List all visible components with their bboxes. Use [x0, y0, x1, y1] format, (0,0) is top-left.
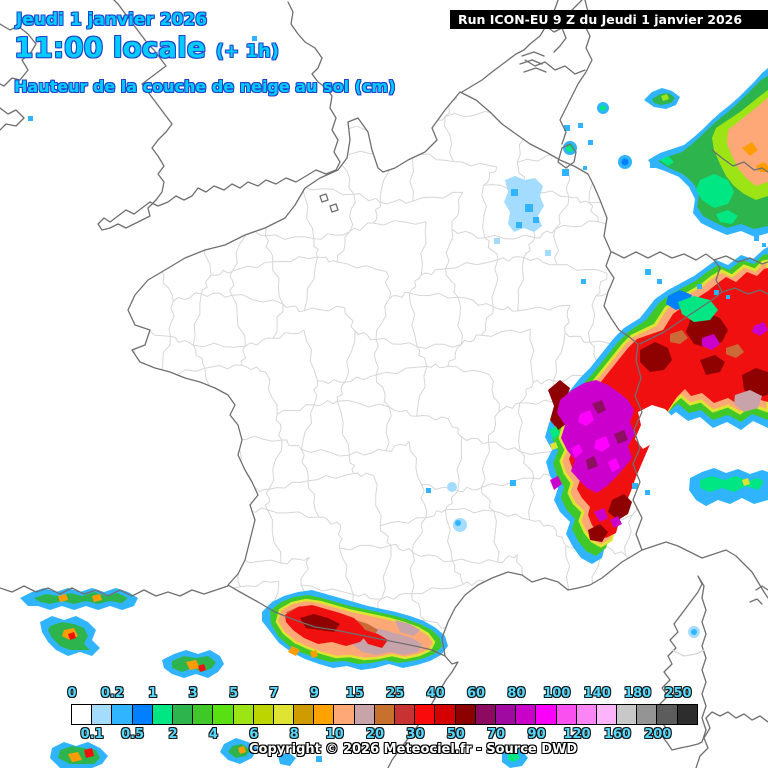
legend-tick-label: 2: [168, 727, 178, 742]
utc-offset-label: (+ 1h): [215, 41, 279, 62]
legend-cell: [152, 705, 172, 724]
legend-tick-label: 30: [406, 727, 425, 742]
legend-tick-label: 5: [229, 686, 239, 701]
legend-cell: [132, 705, 152, 724]
legend-tick-label: 6: [249, 727, 259, 742]
legend-cell: [253, 705, 273, 724]
legend-cell: [435, 705, 455, 724]
legend-tick-label: 0.5: [121, 727, 145, 742]
legend-tick-label: 25: [386, 686, 405, 701]
legend-tick-label: 90: [527, 727, 546, 742]
legend-cell: [556, 705, 576, 724]
legend-tick-label: 50: [446, 727, 465, 742]
legend-cell: [72, 705, 92, 724]
legend-cell: [112, 705, 132, 724]
legend-cell: [475, 705, 495, 724]
legend-tick-label: 10: [325, 727, 344, 742]
legend-tick-label: 0.2: [100, 686, 124, 701]
legend-tick-label: 9: [309, 686, 319, 701]
legend-tick-label: 100: [543, 686, 571, 701]
legend-cell: [374, 705, 394, 724]
legend-cell: [193, 705, 213, 724]
legend-cell: [617, 705, 637, 724]
copyright-notice: Copyright © 2026 Meteociel.fr - Source D…: [249, 742, 578, 757]
legend-cell: [273, 705, 294, 724]
parameter-title: Hauteur de la couche de neige au sol (cm…: [14, 77, 396, 96]
po-valley-gap: [635, 405, 675, 449]
legend-cell: [172, 705, 193, 724]
legend-tick-label: 15: [345, 686, 364, 701]
legend-cell: [213, 705, 233, 724]
legend-cell: [536, 705, 556, 724]
forecast-time: 11:00 locale (+ 1h): [14, 31, 279, 64]
legend-cell: [677, 705, 697, 724]
legend-cell: [92, 705, 112, 724]
legend-tick-label: 250: [664, 686, 692, 701]
snow-depth-color-scale: [71, 704, 698, 725]
model-run-info: Run ICON-EU 9 Z du Jeudi 1 janvier 2026: [450, 10, 768, 29]
legend-cell: [415, 705, 435, 724]
legend-tick-label: 3: [188, 686, 198, 701]
legend-tick-label: 1: [148, 686, 158, 701]
legend-cell: [637, 705, 657, 724]
forecast-date: Jeudi 1 janvier 2026: [16, 10, 208, 30]
legend-tick-label: 8: [289, 727, 299, 742]
legend-tick-label: 4: [208, 727, 218, 742]
legend-tick-label: 200: [644, 727, 672, 742]
legend-tick-label: 40: [426, 686, 445, 701]
legend-tick-label: 160: [603, 727, 631, 742]
legend-tick-label: 80: [507, 686, 526, 701]
local-time-label: 11:00 locale: [14, 31, 206, 64]
legend-tick-label: 180: [624, 686, 652, 701]
department-borders-layer: [128, 92, 642, 656]
legend-cell: [455, 705, 475, 724]
legend-cell: [576, 705, 596, 724]
legend-cell: [354, 705, 374, 724]
legend-cell: [657, 705, 677, 724]
legend-tick-label: 140: [583, 686, 611, 701]
legend-cell: [516, 705, 536, 724]
legend-tick-label: 0.1: [80, 727, 104, 742]
legend-cell: [314, 705, 334, 724]
legend-tick-label: 20: [365, 727, 385, 742]
legend-cell: [495, 705, 516, 724]
snow-cover-layer: [20, 36, 768, 768]
legend-tick-label: 120: [563, 727, 591, 742]
legend-cell: [596, 705, 617, 724]
legend-tick-label: 60: [466, 686, 486, 701]
legend-cell: [294, 705, 314, 724]
legend-tick-label: 7: [269, 686, 279, 701]
legend-cell: [233, 705, 253, 724]
legend-cell: [395, 705, 415, 724]
legend-cell: [334, 705, 354, 724]
legend-tick-label: 0: [67, 686, 77, 701]
legend-tick-label: 70: [487, 727, 506, 742]
